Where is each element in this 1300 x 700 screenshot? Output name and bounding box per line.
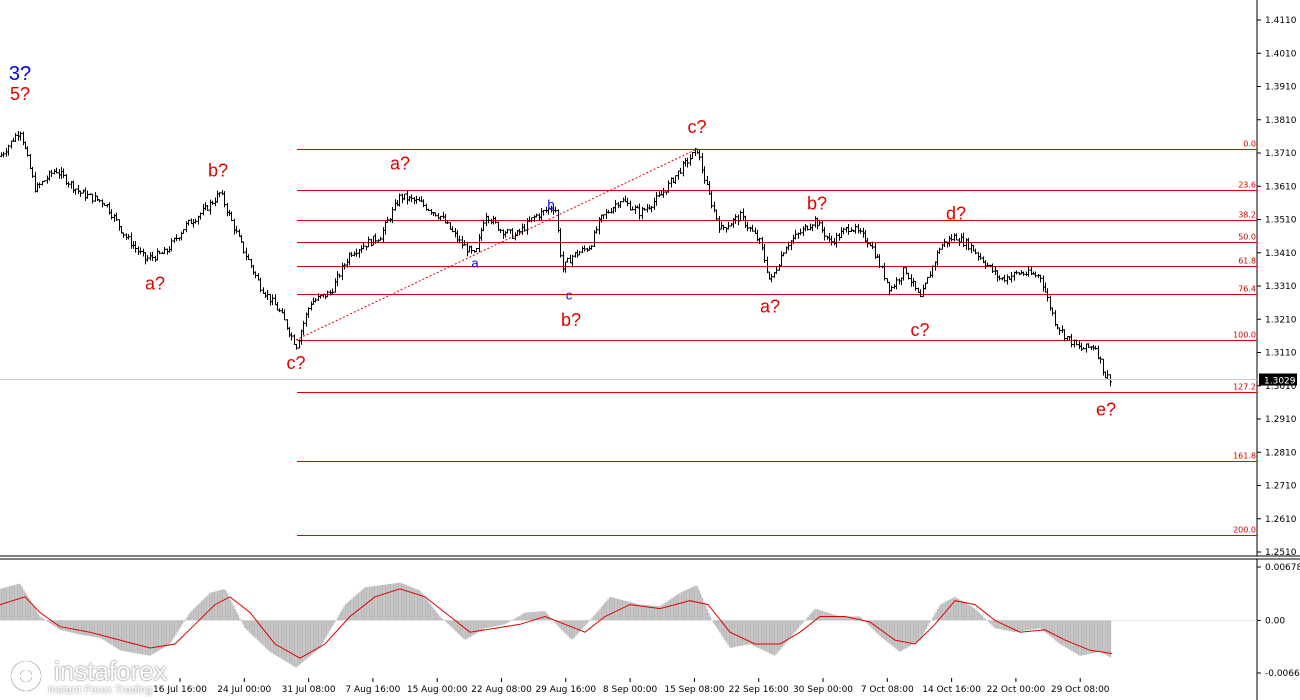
wave-label: b? xyxy=(807,194,827,214)
watermark: instaforex Instant Forex Trading xyxy=(6,656,186,698)
fib-level-label: 50.0 xyxy=(1238,233,1256,242)
time-tick-label: 16 Jul 16:00 xyxy=(153,685,207,695)
fib-level-label: 100.0 xyxy=(1233,331,1256,340)
time-tick-label: 7 Oct 08:00 xyxy=(861,685,914,695)
time-tick-label: 31 Jul 08:00 xyxy=(282,685,336,695)
oscillator-pane: 0.00678 0.00 -0.00668 xyxy=(0,563,1300,679)
price-tick-label: 1.3110 xyxy=(1265,349,1297,359)
time-tick-label: 15 Sep 08:00 xyxy=(664,685,724,695)
time-tick-label: 22 Sep 16:00 xyxy=(729,685,789,695)
fib-level-label: 127.2 xyxy=(1233,383,1256,392)
wave-label: e? xyxy=(1096,400,1116,420)
wave-label: a? xyxy=(145,273,165,293)
fib-level-label: 23.6 xyxy=(1238,181,1256,190)
time-tick-label: 15 Aug 00:00 xyxy=(407,685,468,695)
oscillator-tick-label: -0.00668 xyxy=(1265,669,1300,679)
time-axis: 16 Jul 16:00 24 Jul 00:00 31 Jul 08:00 7 Au… xyxy=(153,678,1110,695)
price-tick-label: 1.3810 xyxy=(1265,116,1297,126)
time-tick-label: 14 Oct 16:00 xyxy=(922,685,981,695)
fib-level-label: 0.0 xyxy=(1243,140,1256,149)
time-tick-label: 24 Jul 00:00 xyxy=(217,685,271,695)
watermark-tagline: Instant Forex Trading xyxy=(48,684,152,696)
price-tick-label: 1.3210 xyxy=(1265,315,1297,325)
wave-labels: 3?5? a? b? c? a? a b c b? c? a? b? d? c? e? xyxy=(9,63,1116,420)
time-tick-label: 8 Sep 00:00 xyxy=(603,685,658,695)
wave-label: c? xyxy=(286,353,305,373)
price-tick-label: 1.3910 xyxy=(1265,83,1297,93)
wave-label: b? xyxy=(561,310,581,330)
price-axis: 1.4110 1.4010 1.3910 1.3810 1.3710 1.3610 1.35… xyxy=(1257,16,1297,558)
wave-label: b? xyxy=(208,160,228,180)
fib-level-label: 200.0 xyxy=(1233,526,1256,535)
wave-label: a xyxy=(471,256,479,271)
price-tick-label: 1.3710 xyxy=(1265,149,1297,159)
time-tick-label: 22 Aug 08:00 xyxy=(471,685,532,695)
signal-line xyxy=(0,588,1113,659)
fib-level-label: 161.8 xyxy=(1233,452,1256,461)
wave-label: 3? xyxy=(9,63,31,85)
time-tick-label: 30 Sep 00:00 xyxy=(793,685,853,695)
time-tick-label: 29 Oct 08:00 xyxy=(1051,685,1110,695)
wave-label: c? xyxy=(910,320,929,340)
price-tick-label: 1.4110 xyxy=(1265,16,1297,26)
price-tick-label: 1.3310 xyxy=(1265,282,1297,292)
price-tick-label: 1.2610 xyxy=(1265,515,1297,525)
wave-label: b xyxy=(547,197,554,212)
oscillator-tick-label: 0.00 xyxy=(1265,616,1285,626)
current-price-label: 1.3029 xyxy=(1264,377,1296,387)
price-tick-label: 1.3010 xyxy=(1265,382,1297,392)
current-price-box xyxy=(1259,373,1297,386)
time-tick-label: 7 Aug 16:00 xyxy=(345,685,400,695)
fib-level-label: 38.2 xyxy=(1238,211,1256,220)
price-tick-label: 1.2910 xyxy=(1265,415,1297,425)
instaforex-logo-icon xyxy=(9,659,43,693)
wave-label: d? xyxy=(946,204,966,224)
price-tick-label: 1.4010 xyxy=(1265,49,1297,59)
candlestick-series xyxy=(0,130,1112,387)
watermark-brand: instaforex xyxy=(54,656,167,686)
price-tick-label: 1.2810 xyxy=(1265,448,1297,458)
fib-level-label: 76.4 xyxy=(1238,285,1256,294)
wave-label: 5? xyxy=(10,84,30,104)
oscillator-tick-label: 0.00678 xyxy=(1265,563,1300,573)
wave-label: c xyxy=(566,287,573,302)
price-tick-label: 1.2510 xyxy=(1265,548,1297,558)
time-tick-label: 29 Aug 16:00 xyxy=(535,685,596,695)
price-tick-label: 1.2710 xyxy=(1265,482,1297,492)
current-price-marker: 1.3029 xyxy=(0,373,1297,387)
price-tick-label: 1.3510 xyxy=(1265,216,1297,226)
wave-label: c? xyxy=(687,117,706,137)
time-tick-label: 22 Oct 00:00 xyxy=(987,685,1046,695)
wave-label: a? xyxy=(760,297,780,317)
price-tick-label: 1.3410 xyxy=(1265,249,1297,259)
fib-level-label: 61.8 xyxy=(1238,257,1256,266)
wave-label: a? xyxy=(390,154,410,174)
price-tick-label: 1.3610 xyxy=(1265,182,1297,192)
